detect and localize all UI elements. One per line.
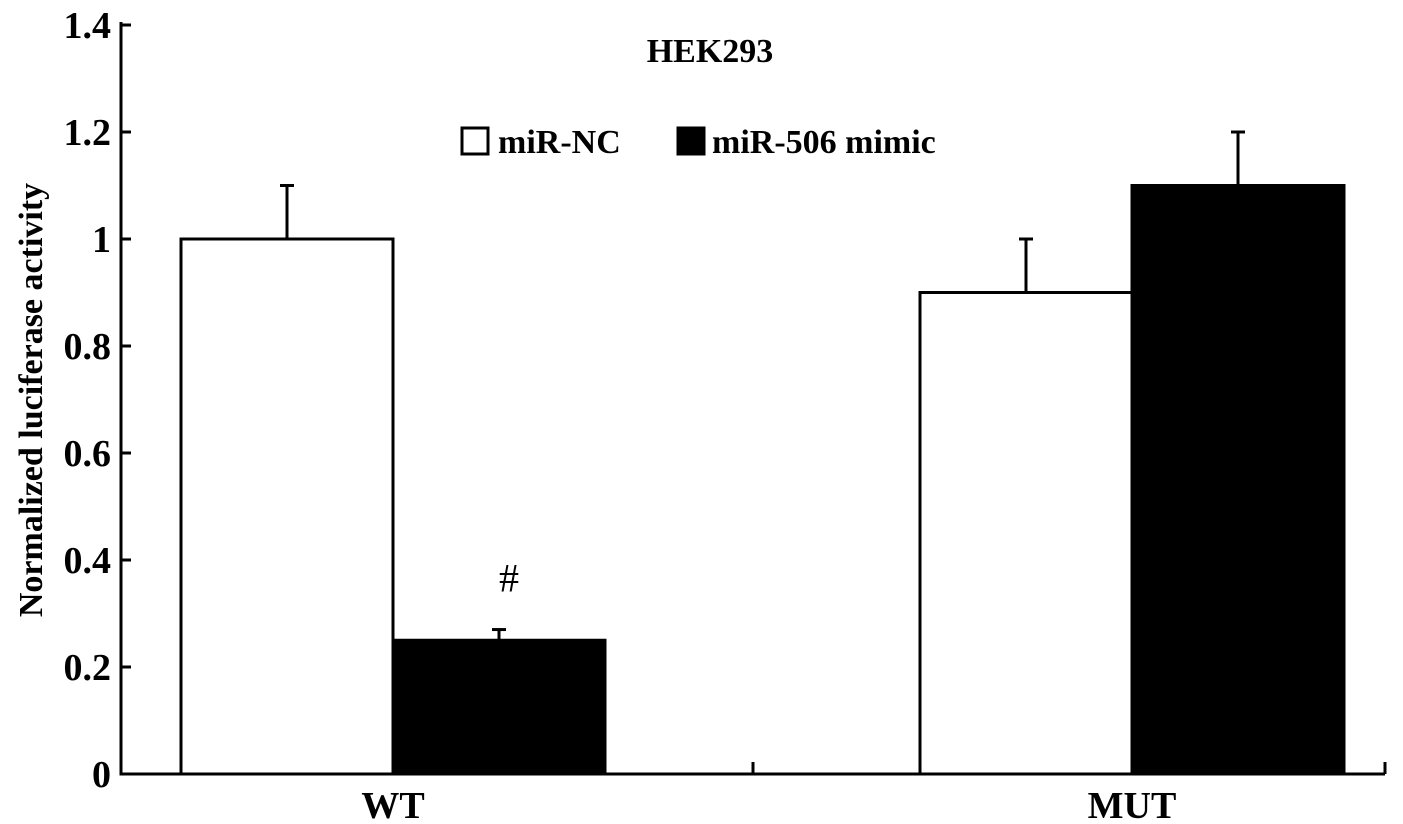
y-tick-label: 1	[92, 219, 111, 261]
significance-marker: #	[499, 556, 519, 601]
y-tick-label: 0.6	[64, 433, 112, 475]
legend-label-mir-506-mimic: miR-506 mimic	[712, 124, 936, 161]
x-category-label: WT	[361, 785, 424, 824]
legend-swatch-mir-nc	[460, 126, 490, 156]
x-category-label: MUT	[1088, 785, 1177, 824]
legend: miR-NC miR-506 mimic	[460, 124, 936, 161]
y-tick-label: 1.2	[64, 112, 112, 154]
chart-title: HEK293	[647, 33, 774, 70]
bar-mut-mir-nc	[918, 291, 1134, 776]
y-tick-label: 0.2	[64, 647, 112, 689]
legend-label-mir-nc: miR-NC	[498, 124, 621, 161]
bar-wt-mir-506-mimic	[391, 638, 607, 776]
y-tick-label: 0.8	[64, 326, 112, 368]
bar-wt-mir-nc	[179, 237, 395, 776]
legend-swatch-mir-506-mimic	[676, 126, 706, 156]
y-tick-label: 1.4	[64, 5, 112, 47]
y-axis-label: Normalized luciferase activity	[13, 183, 50, 617]
y-tick-label: 0.4	[64, 540, 112, 582]
y-tick-label: 0	[92, 754, 111, 796]
bar-mut-mir-506-mimic	[1130, 184, 1346, 776]
